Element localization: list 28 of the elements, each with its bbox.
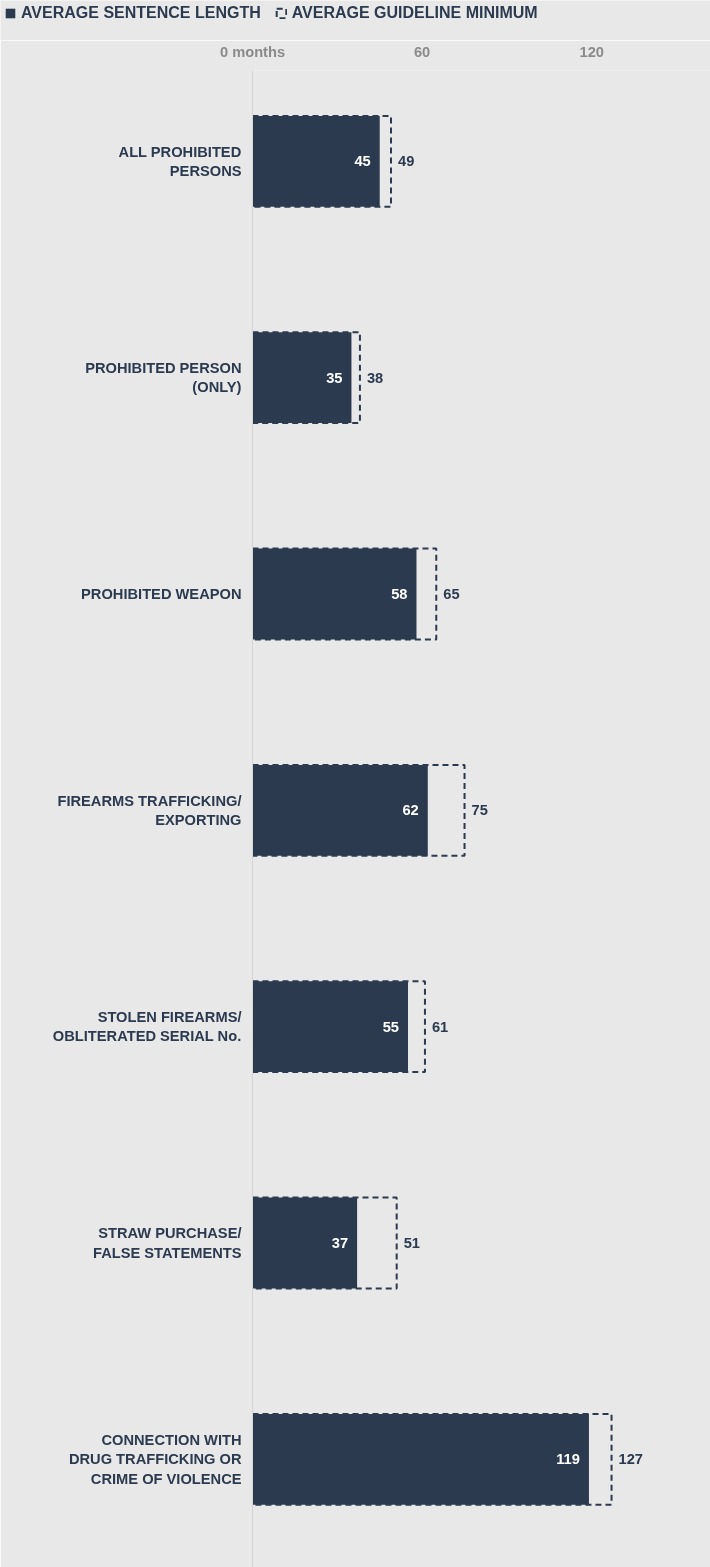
legend-label: AVERAGE SENTENCE LENGTH — [21, 4, 261, 22]
data-label: 65 — [443, 586, 460, 603]
y-tick-label: PROHIBITED PERSON (ONLY) — [85, 360, 242, 396]
x-tick-label: 0 months — [219, 43, 286, 60]
y-tick-label: CONNECTION WITH DRUG TRAFFICKING OR CRIME OF VIOLENCE — [68, 1432, 242, 1487]
data-label: 38 — [366, 369, 384, 386]
y-tick-label: FIREARMS TRAFFICKING/ EXPORTING — [57, 792, 242, 828]
x-tick-label: 60 — [413, 43, 431, 60]
legend-label: AVERAGE GUIDELINE MINIMUM — [291, 4, 538, 22]
y-tick-label: STRAW PURCHASE/ FALSE STATEMENTS — [93, 1225, 242, 1261]
y-tick-label: STOLEN FIREARMS/ OBLITERATED SERIAL No. — [52, 1009, 242, 1045]
y-tick-label: PROHIBITED WEAPON — [81, 586, 242, 603]
data-label: 58 — [391, 586, 408, 603]
y-tick-label: ALL PROHIBITED PERSONS — [118, 143, 242, 179]
data-label: 127 — [618, 1451, 644, 1468]
data-label: 45 — [354, 153, 371, 170]
data-label: 62 — [402, 802, 419, 819]
data-label: 55 — [382, 1018, 399, 1035]
x-tick-label: 120 — [579, 43, 604, 60]
bar — [252, 763, 466, 857]
data-label: 61 — [431, 1018, 449, 1035]
data-label: 35 — [326, 369, 343, 386]
data-label: 75 — [471, 802, 488, 819]
bar — [252, 1196, 398, 1290]
data-label: 49 — [398, 153, 415, 170]
data-label: 119 — [556, 1451, 580, 1468]
data-label: 37 — [331, 1235, 349, 1252]
data-label: 51 — [403, 1235, 420, 1252]
